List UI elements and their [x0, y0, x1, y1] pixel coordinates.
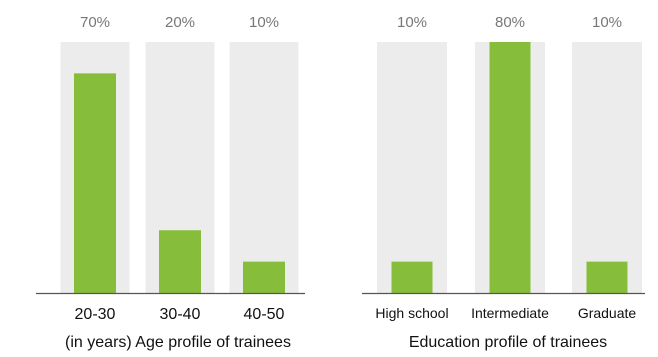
value-label: 10%	[397, 14, 427, 31]
bar-40-50	[243, 261, 285, 293]
chart-title: (in years) Age profile of trainees	[65, 334, 291, 351]
bar-intermediate	[489, 42, 531, 293]
bar-high-school	[391, 261, 433, 293]
category-tick-label: 40-50	[244, 306, 285, 323]
age-profile-chart: 70% 20-30 20% 30-40 10% 40-50 (in years) Age p…	[36, 14, 305, 351]
category-tick-label: Graduate	[578, 305, 637, 321]
category-tick-label: 30-40	[160, 306, 201, 323]
bar-20-30	[74, 73, 116, 293]
bar-30-40	[159, 230, 201, 293]
category-tick-label: Intermediate	[471, 305, 549, 321]
bar-track	[572, 42, 642, 293]
category-tick-label: High school	[375, 305, 448, 321]
bar-track	[377, 42, 447, 293]
value-label: 20%	[165, 14, 195, 31]
education-profile-chart: 10% High school 80% Intermediate 10% Graduate…	[362, 14, 645, 351]
value-label: 10%	[592, 14, 622, 31]
value-label: 80%	[495, 14, 525, 31]
value-label: 70%	[80, 14, 110, 31]
chart-title: Education profile of trainees	[409, 334, 607, 351]
category-tick-label: 20-30	[75, 306, 116, 323]
bar-graduate	[586, 261, 628, 293]
value-label: 10%	[249, 14, 279, 31]
bar-track	[229, 42, 299, 293]
